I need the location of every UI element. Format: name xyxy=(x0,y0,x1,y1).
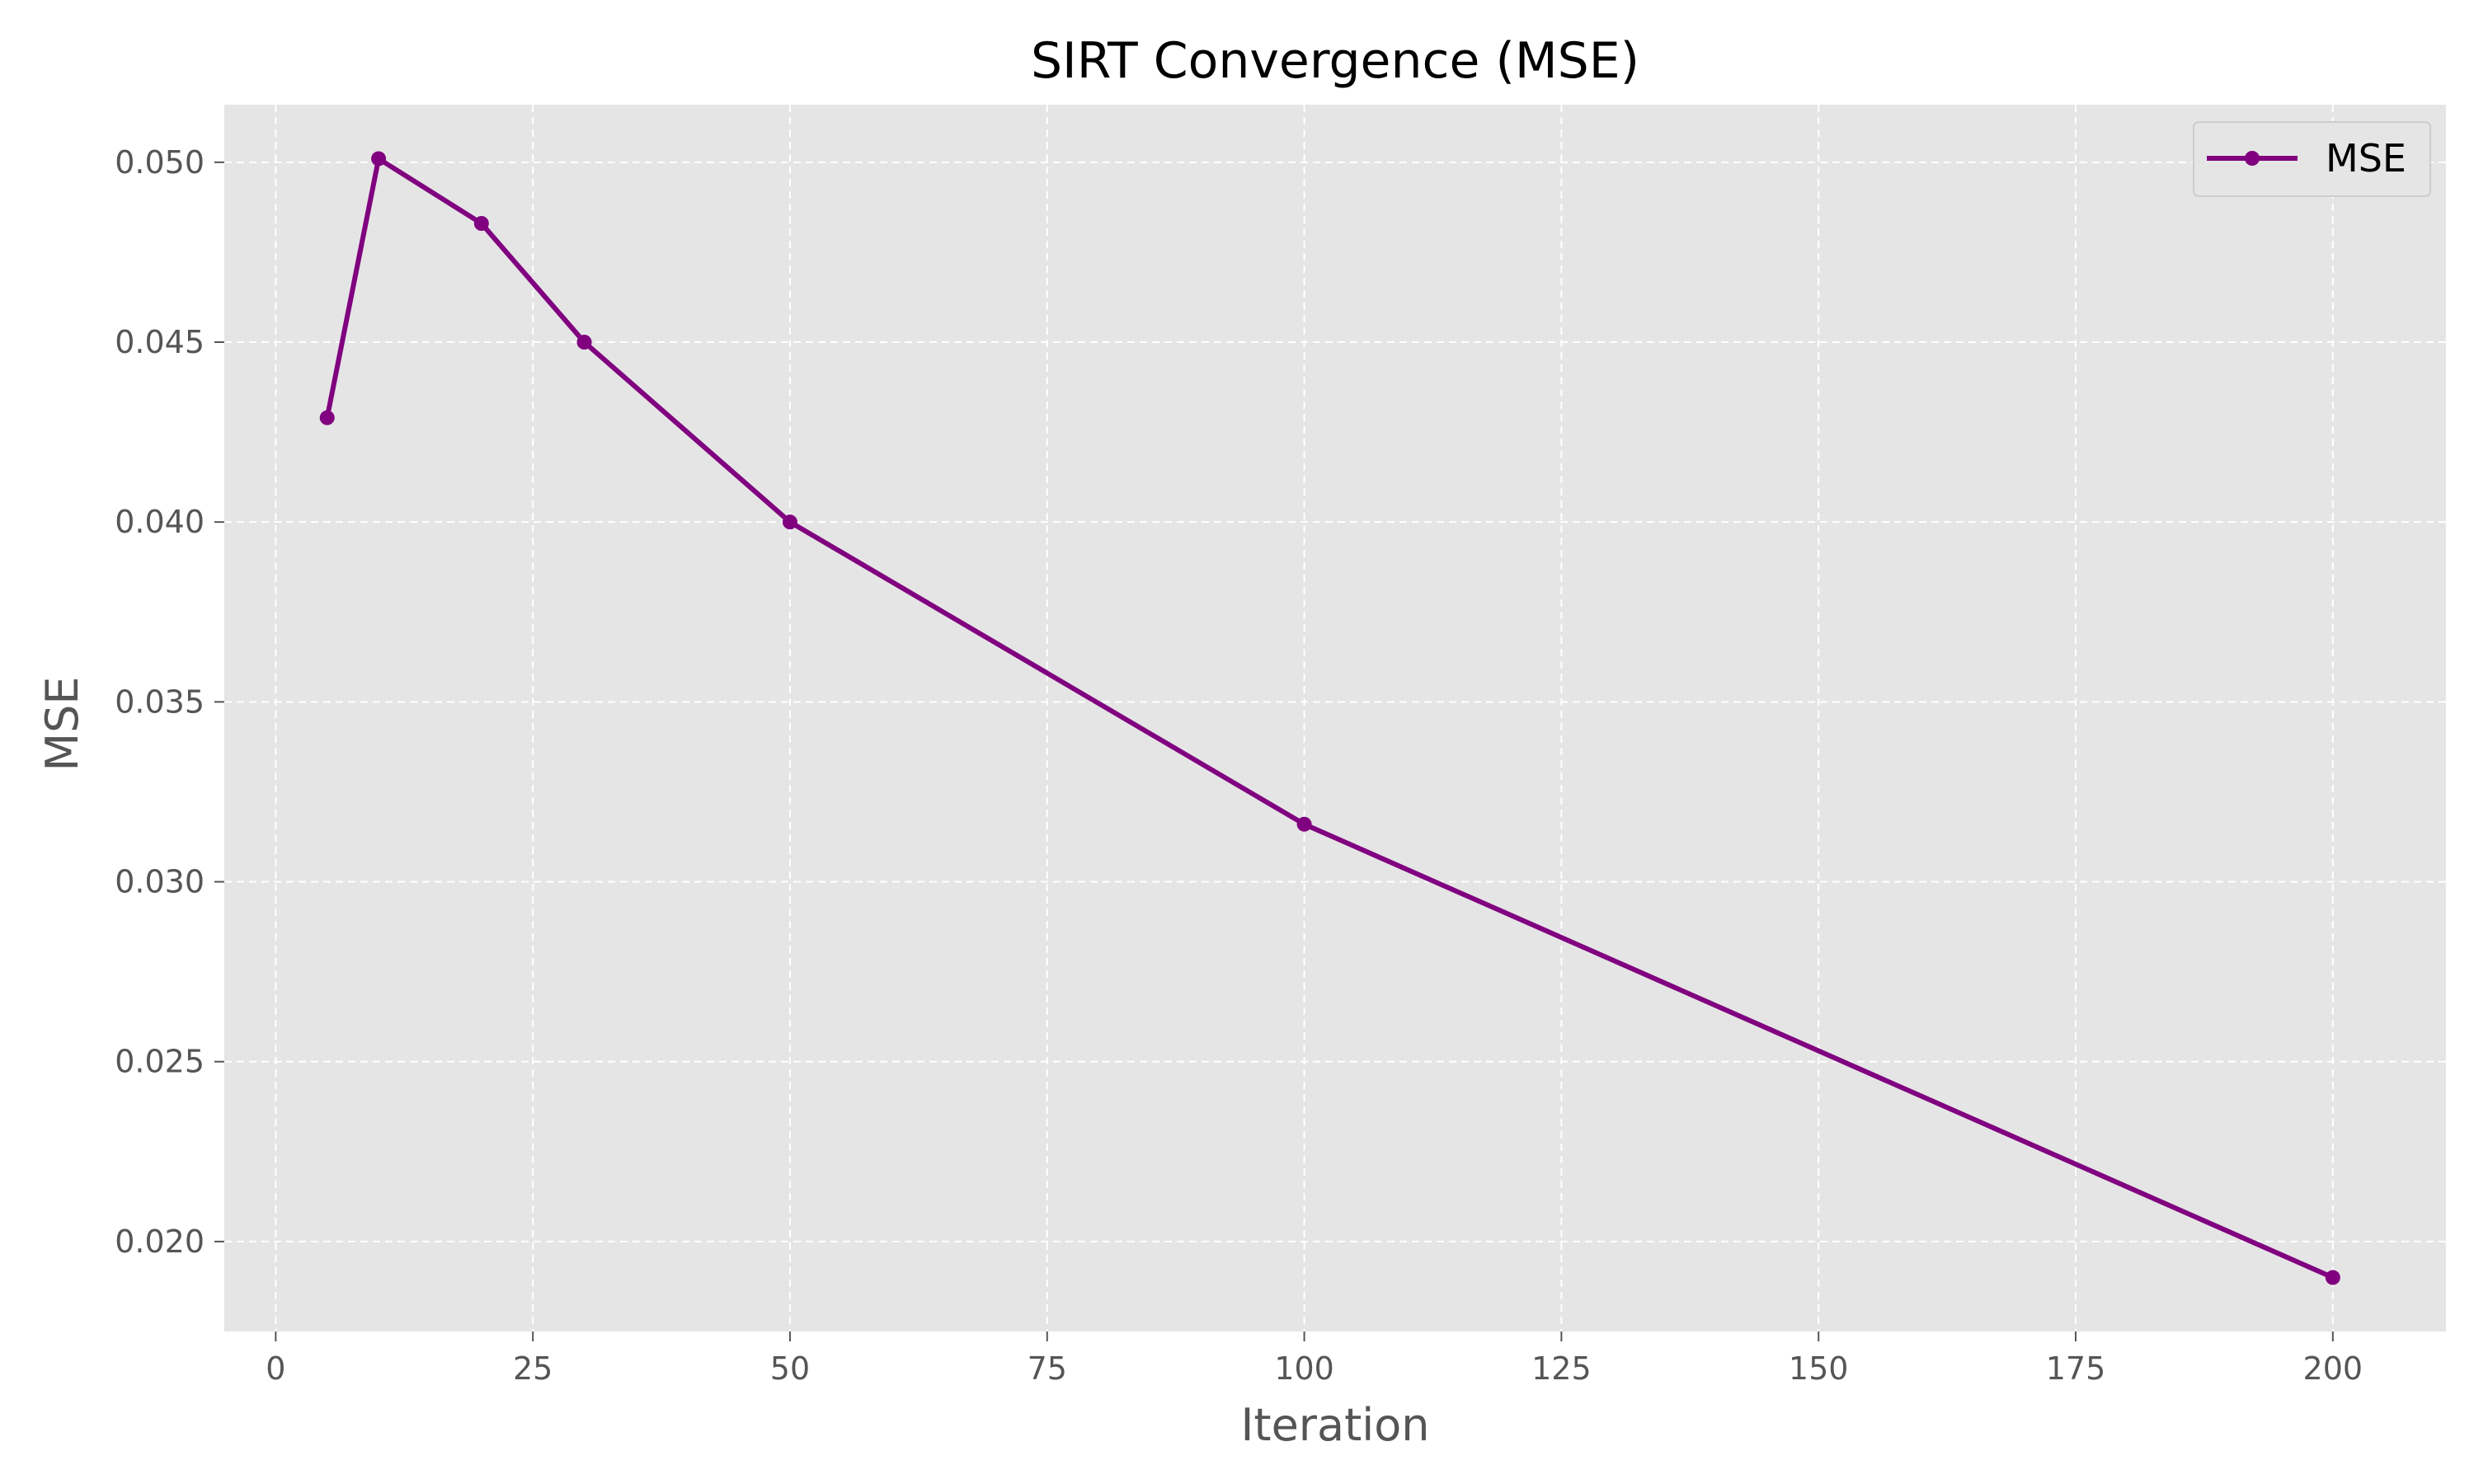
data-point-mse xyxy=(371,151,387,167)
legend: MSE xyxy=(2193,121,2431,197)
y-axis-ticks: 0.020 0.025 0.030 0.035 0.040 0.045 0.050 xyxy=(115,144,224,1260)
x-tick-label: 75 xyxy=(1028,1350,1067,1387)
x-tick-label: 0 xyxy=(266,1350,285,1387)
data-point-mse xyxy=(576,335,592,350)
y-tick-label: 0.030 xyxy=(115,864,205,900)
x-tick-label: 125 xyxy=(1531,1350,1592,1387)
x-tick-label: 175 xyxy=(2046,1350,2106,1387)
plot-area xyxy=(224,105,2446,1331)
x-tick-label: 50 xyxy=(770,1350,810,1387)
legend-label-mse: MSE xyxy=(2326,136,2406,181)
data-point-mse xyxy=(2325,1270,2340,1285)
data-point-mse xyxy=(319,410,335,425)
x-tick-label: 100 xyxy=(1274,1350,1334,1387)
y-tick-label: 0.020 xyxy=(115,1223,205,1260)
y-tick-label: 0.045 xyxy=(115,324,205,360)
x-tick-label: 150 xyxy=(1789,1350,1849,1387)
data-point-mse xyxy=(782,514,797,530)
legend-marker-mse xyxy=(2245,151,2260,166)
y-axis-label: MSE xyxy=(36,677,88,772)
x-axis-ticks: 0 25 50 75 100 125 150 175 200 xyxy=(266,1331,2363,1387)
data-point-mse xyxy=(1296,816,1312,832)
x-axis-label: Iteration xyxy=(1240,1399,1429,1451)
x-tick-label: 200 xyxy=(2303,1350,2363,1387)
y-tick-label: 0.035 xyxy=(115,683,205,720)
y-tick-label: 0.025 xyxy=(115,1044,205,1080)
y-tick-label: 0.050 xyxy=(115,144,205,181)
x-tick-label: 25 xyxy=(513,1350,553,1387)
chart-title: SIRT Convergence (MSE) xyxy=(1031,32,1639,90)
series-layer xyxy=(319,151,2340,1285)
y-tick-label: 0.040 xyxy=(115,504,205,540)
grid xyxy=(224,105,2446,1331)
data-point-mse xyxy=(473,216,489,231)
legend-box xyxy=(2193,121,2431,197)
